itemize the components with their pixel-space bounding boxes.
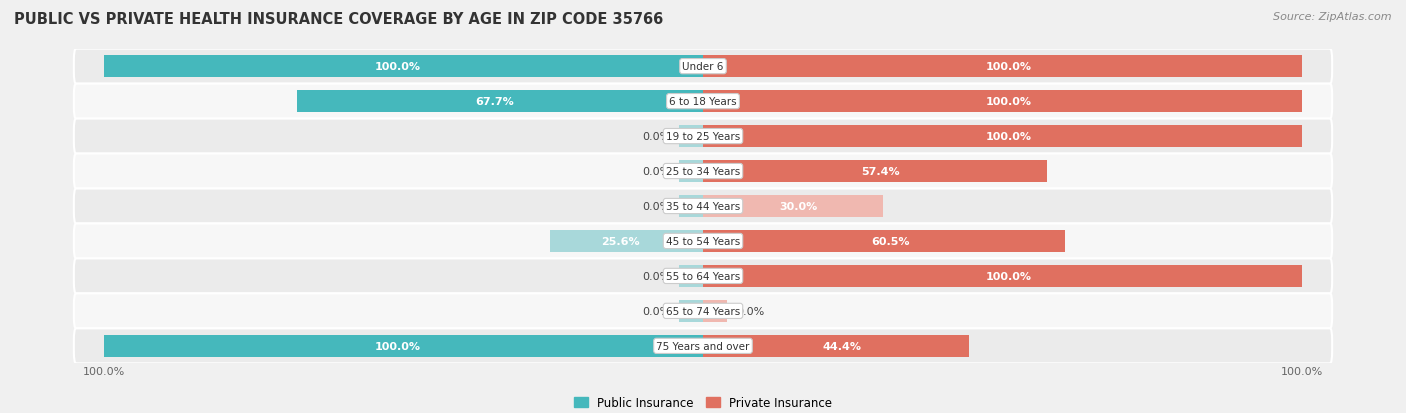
Text: 100.0%: 100.0% — [986, 271, 1032, 281]
Bar — [703, 335, 969, 357]
Text: 19 to 25 Years: 19 to 25 Years — [666, 132, 740, 142]
Text: 35 to 44 Years: 35 to 44 Years — [666, 202, 740, 211]
Text: 44.4%: 44.4% — [823, 341, 862, 351]
Text: 0.0%: 0.0% — [641, 271, 671, 281]
Text: 25 to 34 Years: 25 to 34 Years — [666, 166, 740, 177]
FancyBboxPatch shape — [75, 50, 1331, 84]
Text: 60.5%: 60.5% — [870, 236, 910, 247]
Text: 25.6%: 25.6% — [600, 236, 640, 247]
Text: Source: ZipAtlas.com: Source: ZipAtlas.com — [1274, 12, 1392, 22]
Text: 0.0%: 0.0% — [641, 166, 671, 177]
Bar — [703, 91, 1302, 113]
FancyBboxPatch shape — [75, 189, 1331, 224]
Bar — [104, 335, 703, 357]
Text: Under 6: Under 6 — [682, 62, 724, 72]
FancyBboxPatch shape — [75, 84, 1331, 119]
Bar — [703, 230, 1066, 252]
Bar — [679, 126, 703, 147]
Bar — [703, 266, 1302, 287]
Text: 65 to 74 Years: 65 to 74 Years — [666, 306, 740, 316]
Text: 55 to 64 Years: 55 to 64 Years — [666, 271, 740, 281]
Text: 0.0%: 0.0% — [641, 202, 671, 211]
Bar — [703, 126, 1302, 147]
Text: 6 to 18 Years: 6 to 18 Years — [669, 97, 737, 107]
FancyBboxPatch shape — [75, 154, 1331, 189]
Text: 100.0%: 100.0% — [986, 132, 1032, 142]
Text: 100.0%: 100.0% — [986, 62, 1032, 72]
Bar — [550, 230, 703, 252]
FancyBboxPatch shape — [75, 259, 1331, 294]
Bar — [703, 161, 1047, 183]
Legend: Public Insurance, Private Insurance: Public Insurance, Private Insurance — [569, 392, 837, 413]
Text: 57.4%: 57.4% — [862, 166, 900, 177]
Text: 0.0%: 0.0% — [735, 306, 765, 316]
FancyBboxPatch shape — [75, 224, 1331, 259]
Text: PUBLIC VS PRIVATE HEALTH INSURANCE COVERAGE BY AGE IN ZIP CODE 35766: PUBLIC VS PRIVATE HEALTH INSURANCE COVER… — [14, 12, 664, 27]
Text: 45 to 54 Years: 45 to 54 Years — [666, 236, 740, 247]
Bar — [679, 266, 703, 287]
Bar — [703, 56, 1302, 78]
Text: 0.0%: 0.0% — [641, 132, 671, 142]
Bar — [298, 91, 703, 113]
Bar — [679, 300, 703, 322]
FancyBboxPatch shape — [75, 294, 1331, 329]
FancyBboxPatch shape — [75, 329, 1331, 363]
Text: 0.0%: 0.0% — [641, 306, 671, 316]
Text: 67.7%: 67.7% — [475, 97, 513, 107]
Text: 100.0%: 100.0% — [986, 97, 1032, 107]
FancyBboxPatch shape — [75, 119, 1331, 154]
Text: 100.0%: 100.0% — [374, 341, 420, 351]
Bar — [703, 300, 727, 322]
Text: 30.0%: 30.0% — [780, 202, 818, 211]
Bar — [679, 161, 703, 183]
Bar — [104, 56, 703, 78]
Bar — [679, 196, 703, 217]
Text: 100.0%: 100.0% — [374, 62, 420, 72]
Bar — [703, 196, 883, 217]
Text: 75 Years and over: 75 Years and over — [657, 341, 749, 351]
